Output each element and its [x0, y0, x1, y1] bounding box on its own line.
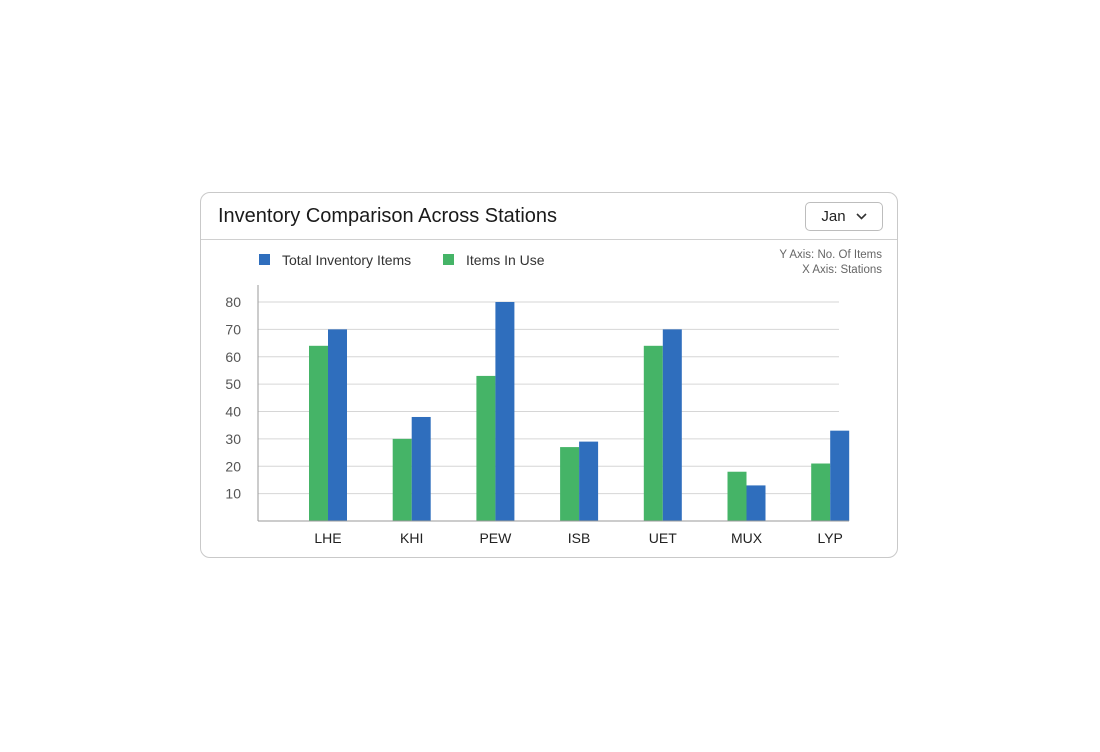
- x-tick-label: LHE: [314, 530, 341, 546]
- bar-items-in-use-lhe: [309, 345, 328, 521]
- y-tick-label: 80: [225, 294, 241, 310]
- bar-items-in-use-lyp: [811, 463, 831, 521]
- x-tick-label: UET: [649, 530, 677, 546]
- bar-total-inventory-pew: [495, 302, 515, 521]
- card-header: Inventory Comparison Across Stations Jan: [201, 193, 897, 240]
- month-dropdown-value: Jan: [821, 208, 846, 225]
- y-tick-label: 30: [225, 431, 241, 447]
- bar-items-in-use-pew: [476, 375, 496, 521]
- legend-swatch-0: [259, 254, 270, 265]
- bar-items-in-use-mux: [727, 471, 747, 521]
- y-tick-label: 40: [225, 404, 241, 420]
- bar-total-inventory-lyp: [830, 430, 850, 521]
- chart-title: Inventory Comparison Across Stations: [218, 205, 558, 227]
- bar-layer: [309, 302, 850, 521]
- bar-total-inventory-lhe: [328, 329, 347, 521]
- y-tick-label: 10: [225, 486, 241, 502]
- bar-items-in-use-khi: [392, 438, 412, 521]
- x-tick-label: PEW: [479, 530, 512, 546]
- y-tick-label: 20: [225, 458, 241, 474]
- bar-chart: 10 20 30 40 50 60 70 80 LHE KHI PEW ISB UET MUX LYP To…: [225, 252, 850, 546]
- axis-layer: 10 20 30 40 50 60 70 80 LHE KHI PEW ISB UET MUX LYP: [225, 285, 849, 546]
- x-tick-label: KHI: [400, 530, 423, 546]
- chevron-down-icon: [856, 213, 867, 220]
- legend-label-0: Total Inventory Items: [282, 252, 411, 268]
- legend-label-1: Items In Use: [466, 252, 545, 268]
- legend-swatch-1: [443, 254, 454, 265]
- bar-total-inventory-mux: [746, 485, 766, 521]
- legend: Total Inventory Items Items In Use: [259, 252, 545, 268]
- x-axis-note: X Axis: Stations: [802, 264, 882, 276]
- x-tick-label: LYP: [817, 530, 842, 546]
- x-tick-label: MUX: [731, 530, 763, 546]
- y-tick-label: 60: [225, 349, 241, 365]
- y-tick-label: 50: [225, 376, 241, 392]
- bar-items-in-use-isb: [560, 447, 580, 521]
- bar-total-inventory-isb: [579, 441, 599, 521]
- bar-total-inventory-uet: [662, 329, 682, 521]
- bar-total-inventory-khi: [411, 416, 431, 521]
- chart-card: Inventory Comparison Across Stations Jan…: [200, 192, 898, 558]
- y-axis-note: Y Axis: No. Of Items: [779, 249, 882, 261]
- month-dropdown[interactable]: Jan: [805, 202, 883, 231]
- y-tick-label: 70: [225, 321, 241, 337]
- x-tick-label: ISB: [568, 530, 591, 546]
- bar-items-in-use-uet: [643, 345, 663, 521]
